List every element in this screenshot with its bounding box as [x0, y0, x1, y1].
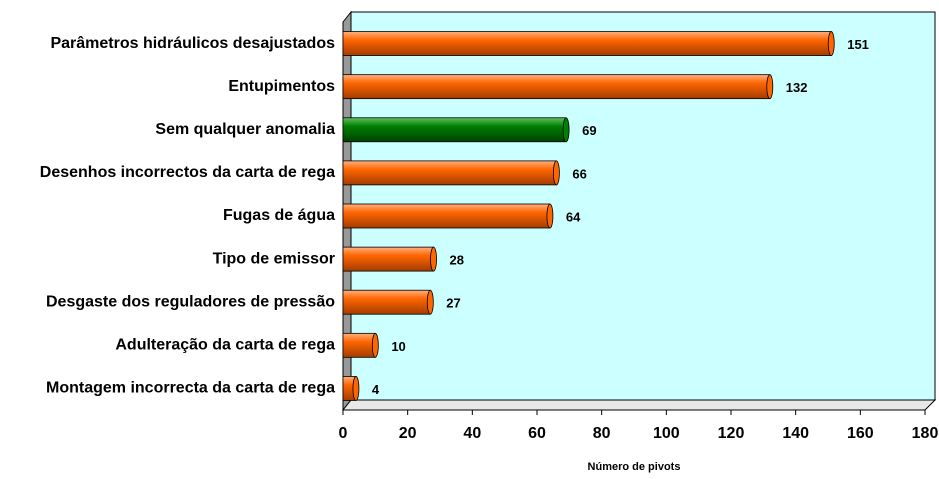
bar-cap	[371, 332, 379, 358]
value-label: 66	[572, 166, 586, 181]
bar	[342, 203, 551, 229]
bar	[342, 246, 434, 272]
y-tick-label: Desgaste dos reguladores de pressão	[46, 293, 335, 310]
x-tick-label: 160	[847, 425, 874, 442]
x-tick-label: 180	[912, 425, 939, 442]
x-tick-label: 120	[718, 425, 745, 442]
bar-cap	[426, 289, 434, 315]
bar	[342, 117, 567, 143]
y-tick-label: Montagem incorrecta da carta de rega	[46, 380, 335, 397]
y-tick-label: Entupimentos	[228, 78, 335, 95]
bar	[342, 74, 771, 100]
y-tick-label: Tipo de emissor	[213, 250, 335, 267]
bar-cap	[553, 160, 560, 186]
x-tick-label: 80	[593, 425, 611, 442]
value-label: 69	[582, 123, 596, 138]
bar-cap	[546, 203, 554, 229]
y-tick-label: Parâmetros hidráulicos desajustados	[50, 35, 335, 52]
bar-cap	[562, 117, 570, 143]
value-label: 28	[450, 253, 464, 268]
y-tick-label: Sem qualquer anomalia	[155, 121, 335, 138]
value-label: 151	[847, 37, 869, 52]
y-tick-label: Fugas de água	[223, 207, 335, 224]
x-axis-label: Número de pivots	[588, 461, 681, 473]
y-tick-label: Desenhos incorrectos da carta de rega	[40, 164, 335, 181]
x-tick-label: 40	[463, 425, 481, 442]
y-tick-label: Adulteração da carta de rega	[115, 337, 335, 354]
value-label: 132	[786, 80, 808, 95]
value-label: 10	[391, 339, 405, 354]
x-tick-label: 0	[339, 425, 348, 442]
value-label: 4	[372, 382, 380, 397]
bar	[342, 332, 376, 358]
bar	[342, 160, 557, 186]
floor	[341, 399, 937, 411]
x-tick-label: 140	[782, 425, 809, 442]
x-tick-label: 60	[528, 425, 546, 442]
x-tick-label: 100	[653, 425, 680, 442]
bar-cap	[352, 376, 360, 401]
value-label: 27	[446, 296, 460, 311]
bar	[342, 289, 431, 315]
value-label: 64	[566, 209, 581, 224]
bar-cap	[766, 74, 774, 100]
x-tick-label: 20	[399, 425, 417, 442]
bar	[342, 31, 832, 56]
bar-cap	[827, 31, 835, 56]
bar-cap	[430, 246, 437, 272]
